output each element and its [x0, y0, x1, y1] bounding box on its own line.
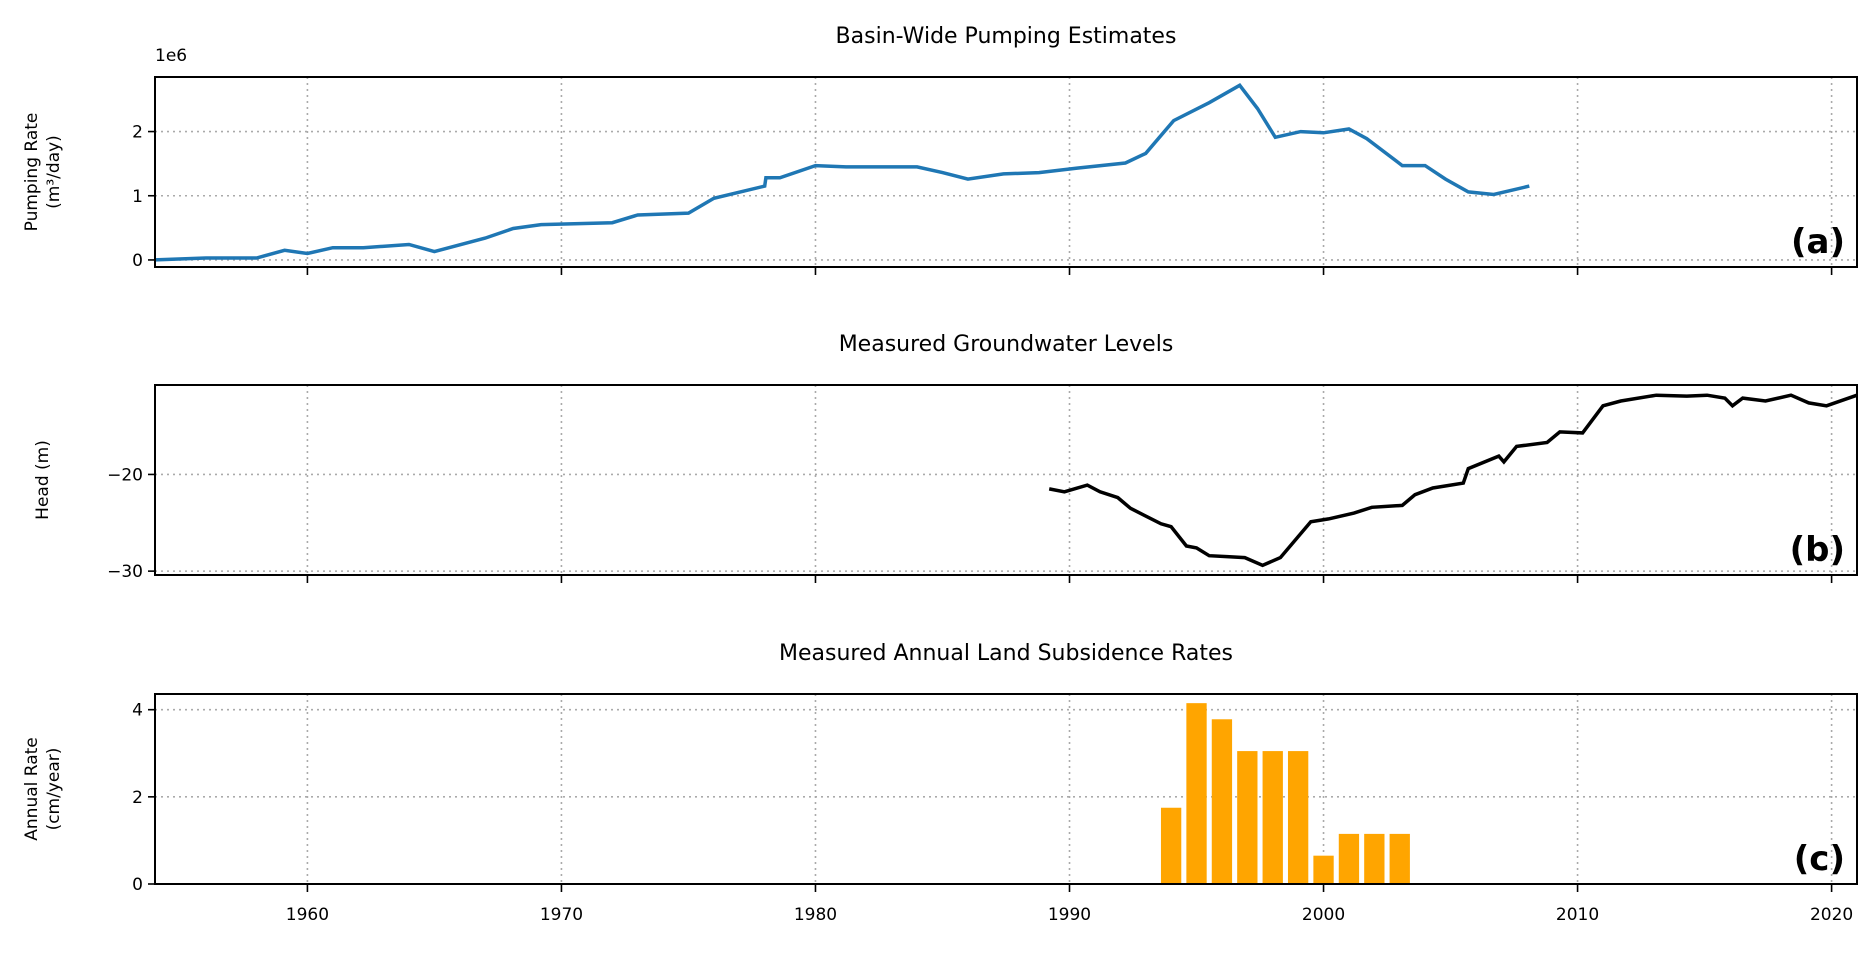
y-tick-label: 2: [132, 123, 143, 143]
x-tick-label: 1960: [286, 905, 329, 925]
x-tick-label: 2020: [1810, 905, 1853, 925]
bar: [1389, 833, 1410, 884]
chart-title: Basin-Wide Pumping Estimates: [836, 24, 1177, 49]
y-tick-label: −20: [107, 465, 143, 485]
y-tick-label: 2: [132, 788, 143, 808]
panel-label: (b): [1790, 530, 1845, 570]
y-tick-label: 1: [132, 187, 143, 207]
data-line: [154, 83, 1530, 262]
x-tick-label: 2000: [1302, 905, 1345, 925]
bar: [1237, 751, 1258, 884]
bar: [1313, 855, 1334, 884]
y-tick-label: −30: [107, 562, 143, 582]
y-tick-label: 4: [132, 701, 143, 721]
y-axis-label: (cm/year): [44, 748, 64, 831]
chart-title: Measured Annual Land Subsidence Rates: [779, 641, 1233, 666]
panel-label: (c): [1794, 839, 1845, 879]
y-axis-label: (m³/day): [44, 135, 64, 209]
chart-title: Measured Groundwater Levels: [839, 332, 1174, 357]
data-line: [1048, 393, 1858, 568]
plot-frame: [154, 384, 1858, 576]
x-tick-label: 1980: [794, 905, 837, 925]
x-tick-label: 2010: [1556, 905, 1599, 925]
bar: [1364, 833, 1385, 884]
x-tick-label: 1990: [1048, 905, 1091, 925]
y-tick-label: 0: [132, 875, 143, 895]
y-axis-label: Annual Rate: [22, 737, 42, 840]
plot-frame: [154, 693, 1858, 885]
bar: [1287, 751, 1309, 884]
x-tick-label: 1970: [540, 905, 583, 925]
offset-label: 1e6: [155, 46, 187, 66]
panel-label: (a): [1791, 222, 1845, 262]
bar: [1186, 703, 1207, 884]
y-axis-label: Pumping Rate: [22, 113, 42, 232]
bar: [1338, 833, 1360, 884]
bar: [1262, 751, 1283, 884]
bar: [1211, 719, 1233, 884]
plot-frame: [154, 76, 1858, 268]
bar: [1160, 807, 1182, 884]
y-axis-label: Head (m): [33, 440, 53, 520]
y-tick-label: 0: [132, 251, 143, 271]
